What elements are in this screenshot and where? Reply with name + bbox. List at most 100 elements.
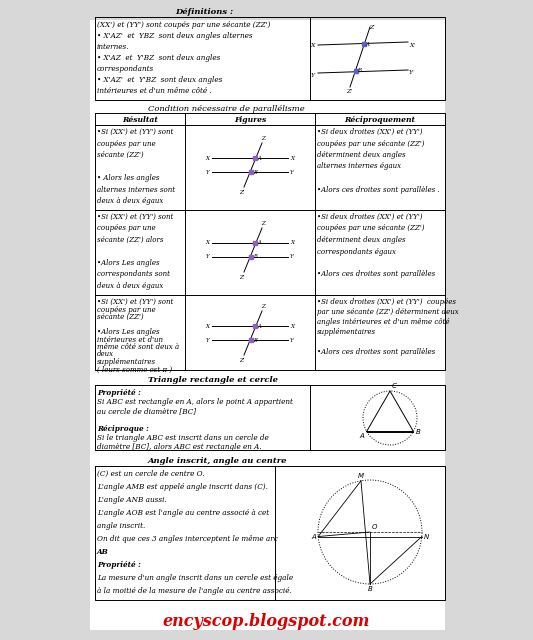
- Text: supplémentaires: supplémentaires: [317, 328, 376, 336]
- Text: (XX') et (YY') sont coupés par une sécante (ZZ'): (XX') et (YY') sont coupés par une sécan…: [97, 21, 271, 29]
- Text: B: B: [253, 337, 257, 342]
- Text: •Si (XX') et (YY') sont: •Si (XX') et (YY') sont: [97, 298, 173, 306]
- Text: à la moitié de la mesure de l'angle au centre associé.: à la moitié de la mesure de l'angle au c…: [97, 587, 292, 595]
- Text: Z': Z': [239, 275, 245, 280]
- Text: •Alors ces droites sont parallèles .: •Alors ces droites sont parallèles .: [317, 186, 440, 193]
- Text: B: B: [253, 170, 257, 175]
- Text: déterminent deux angles: déterminent deux angles: [317, 151, 406, 159]
- Text: A: A: [257, 156, 261, 161]
- Text: X': X': [290, 156, 295, 161]
- Text: X': X': [409, 43, 415, 48]
- Text: •Alors ces droites sont parallèles: •Alors ces droites sont parallèles: [317, 271, 435, 278]
- Text: X': X': [290, 241, 295, 246]
- Text: au cercle de diamètre [BC]: au cercle de diamètre [BC]: [97, 407, 196, 415]
- Text: même côté sont deux à: même côté sont deux à: [97, 343, 179, 351]
- Text: •Si deux droites (XX') et (YY'): •Si deux droites (XX') et (YY'): [317, 128, 423, 136]
- Text: • X'AZ'  et  YBZ  sont deux angles alternes: • X'AZ' et YBZ sont deux angles alternes: [97, 32, 253, 40]
- Text: deux à deux égaux: deux à deux égaux: [97, 197, 164, 205]
- Text: •Si (XX') et (YY') sont: •Si (XX') et (YY') sont: [97, 213, 173, 221]
- Text: Figures: Figures: [234, 116, 266, 124]
- Text: correspondants égaux: correspondants égaux: [317, 248, 396, 255]
- Text: Z: Z: [369, 25, 373, 30]
- Text: X': X': [290, 323, 295, 328]
- Text: On dit que ces 3 angles interceptent le même arc: On dit que ces 3 angles interceptent le …: [97, 535, 278, 543]
- Text: correspondants sont: correspondants sont: [97, 271, 170, 278]
- Text: coupées par une: coupées par une: [97, 225, 156, 232]
- Text: alternes internes égaux: alternes internes égaux: [317, 163, 401, 170]
- Text: • X'AZ'  et  Y'BZ  sont deux angles: • X'AZ' et Y'BZ sont deux angles: [97, 76, 222, 84]
- Text: coupées par une sécante (ZZ'): coupées par une sécante (ZZ'): [317, 225, 424, 232]
- Text: •Alors ces droites sont parallèles: •Alors ces droites sont parallèles: [317, 348, 435, 356]
- Text: B: B: [253, 255, 257, 259]
- Text: • Alors les angles: • Alors les angles: [97, 174, 159, 182]
- Text: Si ABC est rectangle en A, alors le point A appartient: Si ABC est rectangle en A, alors le poin…: [97, 398, 293, 406]
- Text: L'angle ANB aussi.: L'angle ANB aussi.: [97, 496, 167, 504]
- Text: angles intérieures et d'un même côté: angles intérieures et d'un même côté: [317, 318, 449, 326]
- Text: Y': Y': [290, 255, 295, 259]
- Text: Y: Y: [205, 170, 209, 175]
- Text: Z: Z: [261, 221, 265, 226]
- Text: Triangle rectangle et cercle: Triangle rectangle et cercle: [148, 376, 278, 384]
- Text: A: A: [360, 433, 365, 440]
- Text: A: A: [311, 534, 316, 540]
- Text: Définitions :: Définitions :: [175, 8, 233, 16]
- Text: Réciproque :: Réciproque :: [97, 425, 149, 433]
- Text: alternes internes sont: alternes internes sont: [97, 186, 175, 193]
- Text: (C) est un cercle de centre O.: (C) est un cercle de centre O.: [97, 470, 205, 478]
- Text: Résultat: Résultat: [122, 116, 158, 124]
- Text: intérieures et d'un même côté .: intérieures et d'un même côté .: [97, 87, 212, 95]
- Text: L'angle AMB est appelé angle inscrit dans (C).: L'angle AMB est appelé angle inscrit dan…: [97, 483, 268, 491]
- Text: diamètre [BC], alors ABC est rectangle en A.: diamètre [BC], alors ABC est rectangle e…: [97, 443, 262, 451]
- Text: sécante (ZZ'): sécante (ZZ'): [97, 151, 143, 159]
- Text: X: X: [205, 241, 209, 246]
- Text: B: B: [357, 68, 361, 74]
- Text: internes.: internes.: [97, 43, 130, 51]
- Text: •Alors Les angles: •Alors Les angles: [97, 259, 159, 267]
- Text: X: X: [205, 156, 209, 161]
- Text: AB: AB: [97, 548, 109, 556]
- Text: Z': Z': [346, 89, 352, 94]
- Text: sécante (ZZ'): sécante (ZZ'): [97, 313, 143, 321]
- Text: M: M: [358, 473, 364, 479]
- Text: Propriété :: Propriété :: [97, 561, 141, 569]
- Text: N: N: [424, 534, 429, 540]
- Text: par une sécante (ZZ') déterminent deux: par une sécante (ZZ') déterminent deux: [317, 308, 459, 316]
- Text: deux: deux: [97, 351, 114, 358]
- Text: A: A: [257, 241, 261, 246]
- Text: Angle inscrit, angle au centre: Angle inscrit, angle au centre: [148, 457, 287, 465]
- FancyBboxPatch shape: [90, 20, 445, 630]
- Text: Condition nécessaire de parallélisme: Condition nécessaire de parallélisme: [148, 105, 305, 113]
- Text: La mesure d'un angle inscrit dans un cercle est égale: La mesure d'un angle inscrit dans un cer…: [97, 574, 293, 582]
- Text: deux à deux égaux: deux à deux égaux: [97, 282, 164, 290]
- Text: coupées par une sécante (ZZ'): coupées par une sécante (ZZ'): [317, 140, 424, 147]
- Text: X: X: [205, 323, 209, 328]
- Text: •Alors Les angles: •Alors Les angles: [97, 328, 159, 336]
- Text: Z': Z': [239, 358, 245, 363]
- Text: B: B: [415, 429, 420, 435]
- Text: B: B: [368, 586, 373, 592]
- Text: •Si (XX') et (YY') sont: •Si (XX') et (YY') sont: [97, 128, 173, 136]
- Text: angle inscrit.: angle inscrit.: [97, 522, 146, 530]
- Text: Z': Z': [239, 190, 245, 195]
- Text: ( leurs somme est π ): ( leurs somme est π ): [97, 365, 172, 374]
- Text: Y': Y': [290, 170, 295, 175]
- Text: déterminent deux angles: déterminent deux angles: [317, 236, 406, 244]
- Text: intérieures et d'un: intérieures et d'un: [97, 335, 163, 344]
- Text: C: C: [392, 383, 397, 389]
- Text: Y': Y': [290, 337, 295, 342]
- Text: O: O: [372, 524, 377, 530]
- Text: Si le triangle ABC est inscrit dans un cercle de: Si le triangle ABC est inscrit dans un c…: [97, 434, 269, 442]
- Text: coupées par une: coupées par une: [97, 140, 156, 147]
- Text: X: X: [311, 43, 315, 48]
- Text: coupées par une: coupées par une: [97, 305, 156, 314]
- Text: sécante (ZZ') alors: sécante (ZZ') alors: [97, 236, 164, 244]
- Text: Y: Y: [205, 337, 209, 342]
- Text: Propriété :: Propriété :: [97, 389, 141, 397]
- Text: Réciproquement: Réciproquement: [344, 116, 416, 124]
- Text: Z: Z: [261, 136, 265, 141]
- Text: •Si deux droites (XX') et (YY')  coupées: •Si deux droites (XX') et (YY') coupées: [317, 298, 456, 306]
- Text: Z: Z: [261, 304, 265, 309]
- Text: Y: Y: [311, 73, 315, 78]
- Text: A: A: [365, 42, 369, 47]
- Text: Y: Y: [205, 255, 209, 259]
